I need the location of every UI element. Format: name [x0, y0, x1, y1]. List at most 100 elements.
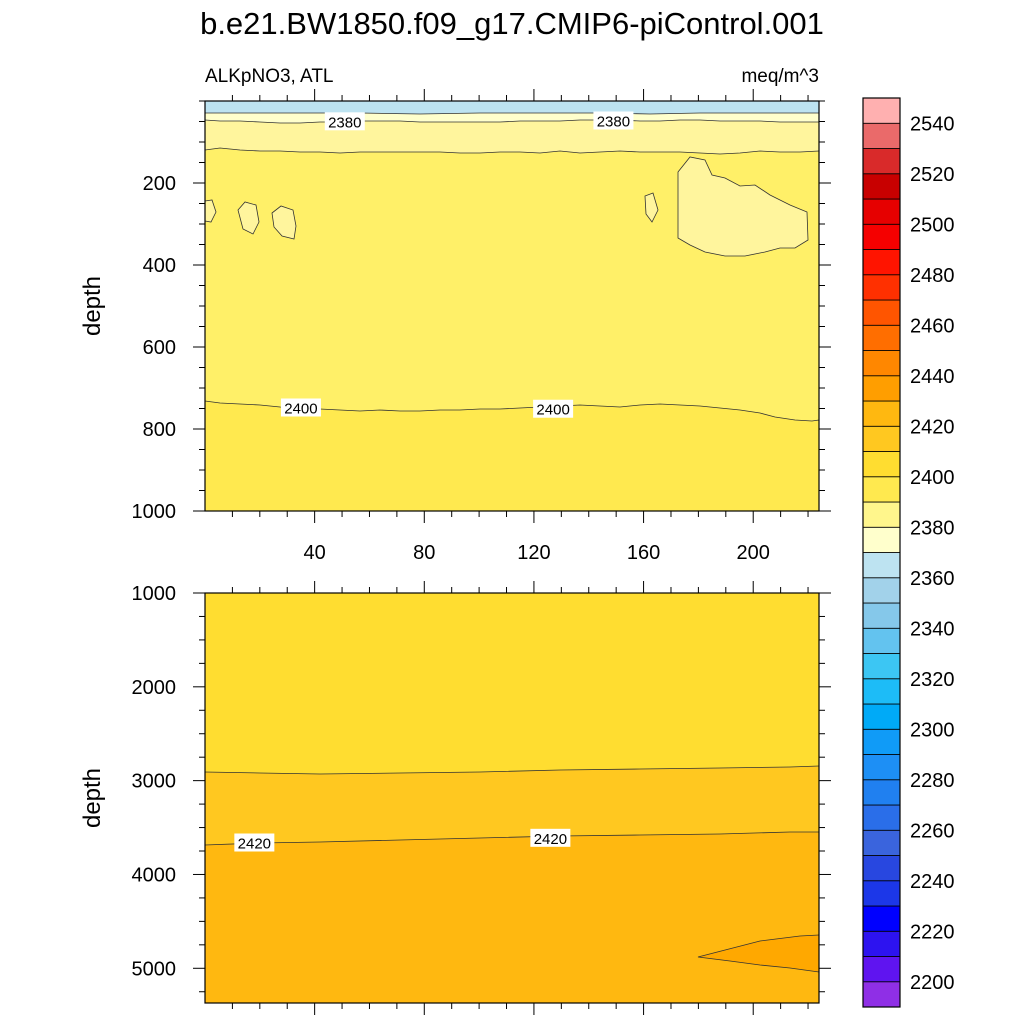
contour-label: 2380 — [324, 112, 365, 131]
fill-2380-2390-patch-west2 — [272, 206, 296, 239]
lower-contour-fills — [205, 593, 819, 1003]
contour-line-2370 — [205, 112, 819, 115]
upper-panel: 2380 2380 2400 2400 ALKpNO3, ATL meq/m^3 de… — [79, 66, 831, 523]
colorbar-tick-label: 2280 — [910, 770, 955, 792]
colorbar-tick-label: 2400 — [910, 467, 955, 489]
colorbar-box — [862, 324, 901, 351]
colorbar-box — [862, 375, 901, 402]
colorbar-tick-label: 2420 — [910, 416, 955, 438]
contour-line-2390-east — [677, 156, 809, 257]
colorbar-box — [862, 627, 901, 654]
upper-axis-ticks — [193, 89, 831, 523]
y-tick-label: 800 — [143, 419, 176, 441]
contour-label-bg — [530, 828, 571, 847]
colorbar-box — [862, 249, 901, 276]
contour-label: 2400 — [533, 399, 574, 419]
contour-line-2430 — [697, 934, 819, 973]
contour-line-2390 — [205, 147, 819, 155]
colorbar-tick-labels: 2200 2220 2240 2260 2280 2300 2320 2340 2360 2380… — [910, 113, 955, 994]
colorbar-box — [862, 577, 901, 604]
fill-2360-2370 — [205, 101, 819, 114]
colorbar-tick-label: 2540 — [910, 113, 955, 135]
colorbar-box — [862, 981, 901, 1008]
contour-label-text: 2400 — [284, 401, 317, 418]
y-tick-label: 600 — [143, 337, 176, 359]
colorbar-box — [862, 779, 901, 806]
lower-panel: 2420 2420 depth — [79, 581, 831, 1015]
colorbar-box — [862, 425, 901, 452]
contour-label: 2400 — [280, 398, 321, 418]
colorbar-box — [862, 476, 901, 503]
colorbar-tick-label: 2440 — [910, 366, 955, 388]
contour-label-bg — [280, 398, 321, 417]
colorbar-tick-label: 2500 — [910, 214, 955, 236]
contour-line-2390-west — [237, 201, 260, 235]
y-tick-label: 4000 — [132, 864, 177, 886]
colorbar-box — [862, 829, 901, 856]
x-tick-label: 200 — [737, 542, 770, 564]
colorbar-tick-label: 2240 — [910, 871, 955, 893]
colorbar-tick-label: 2220 — [910, 921, 955, 943]
colorbar-frame — [862, 97, 901, 1008]
colorbar-box — [862, 148, 901, 175]
colorbar-box — [862, 728, 901, 755]
colorbar-box — [862, 855, 901, 882]
colorbar-tick-label: 2360 — [910, 568, 955, 590]
upper-contour-labels: 2380 2380 2400 2400 — [280, 111, 634, 419]
x-tick-label: 40 — [304, 542, 326, 564]
upper-contour-fills — [205, 101, 819, 511]
contour-label-text: 2420 — [238, 836, 271, 853]
contour-label-text: 2380 — [328, 114, 361, 131]
contour-label-text: 2420 — [534, 831, 567, 848]
colorbar-tick-label: 2260 — [910, 820, 955, 842]
colorbar-tick-label: 2380 — [910, 517, 955, 539]
fill-2430-2440 — [698, 935, 819, 972]
colorbar-tick-label: 2460 — [910, 315, 955, 337]
y-tick-label: 400 — [143, 255, 176, 277]
colorbar-box — [862, 552, 901, 579]
x-tick-label: 160 — [627, 542, 660, 564]
y-tick-label: 1000 — [132, 501, 177, 523]
fill-2380-2390-patch-edge — [205, 200, 216, 222]
colorbar-box — [862, 451, 901, 478]
y-tick-label: 1000 — [132, 583, 177, 605]
axis-tick-labels: 40 80 120 160 200 200 400 600 800 1000 1000 2000 300… — [132, 173, 770, 980]
lower-plot-frame — [204, 592, 820, 1004]
colorbar-box — [862, 703, 901, 730]
contour-line-2420 — [205, 831, 819, 846]
colorbar-tick-label: 2340 — [910, 618, 955, 640]
upper-right-label: meq/m^3 — [741, 66, 819, 87]
contour-label-bg — [593, 111, 634, 130]
contour-line-2390-edge — [205, 199, 217, 223]
colorbar-box — [862, 97, 901, 124]
colorbar-box — [862, 350, 901, 377]
colorbar-box — [862, 956, 901, 983]
colorbar-tick-label: 2480 — [910, 265, 955, 287]
colorbar-box — [862, 299, 901, 326]
contour-label-bg — [324, 112, 365, 131]
contour-label: 2420 — [234, 833, 275, 853]
contour-label-bg — [234, 833, 275, 852]
contour-label-text: 2400 — [536, 402, 569, 419]
colorbar-tick-label: 2300 — [910, 719, 955, 741]
colorbar-box — [862, 804, 901, 831]
colorbar-tick-label: 2200 — [910, 972, 955, 994]
colorbar-tick-label: 2520 — [910, 164, 955, 186]
colorbar — [862, 97, 901, 1008]
contour-label-bg — [533, 399, 574, 418]
contour-line-2390-mid — [644, 192, 659, 223]
colorbar-box — [862, 653, 901, 680]
contour-line-2390-west2 — [271, 205, 297, 240]
colorbar-box — [862, 274, 901, 301]
colorbar-box — [862, 880, 901, 907]
colorbar-box — [862, 198, 901, 225]
y-tick-label: 3000 — [132, 771, 177, 793]
colorbar-box — [862, 173, 901, 200]
colorbar-box — [862, 930, 901, 957]
lower-y-axis-label: depth — [79, 768, 106, 828]
contour-label-text: 2380 — [597, 114, 630, 131]
contour-line-2380 — [205, 119, 819, 124]
contour-label: 2420 — [530, 828, 571, 848]
y-tick-label: 2000 — [132, 677, 177, 699]
